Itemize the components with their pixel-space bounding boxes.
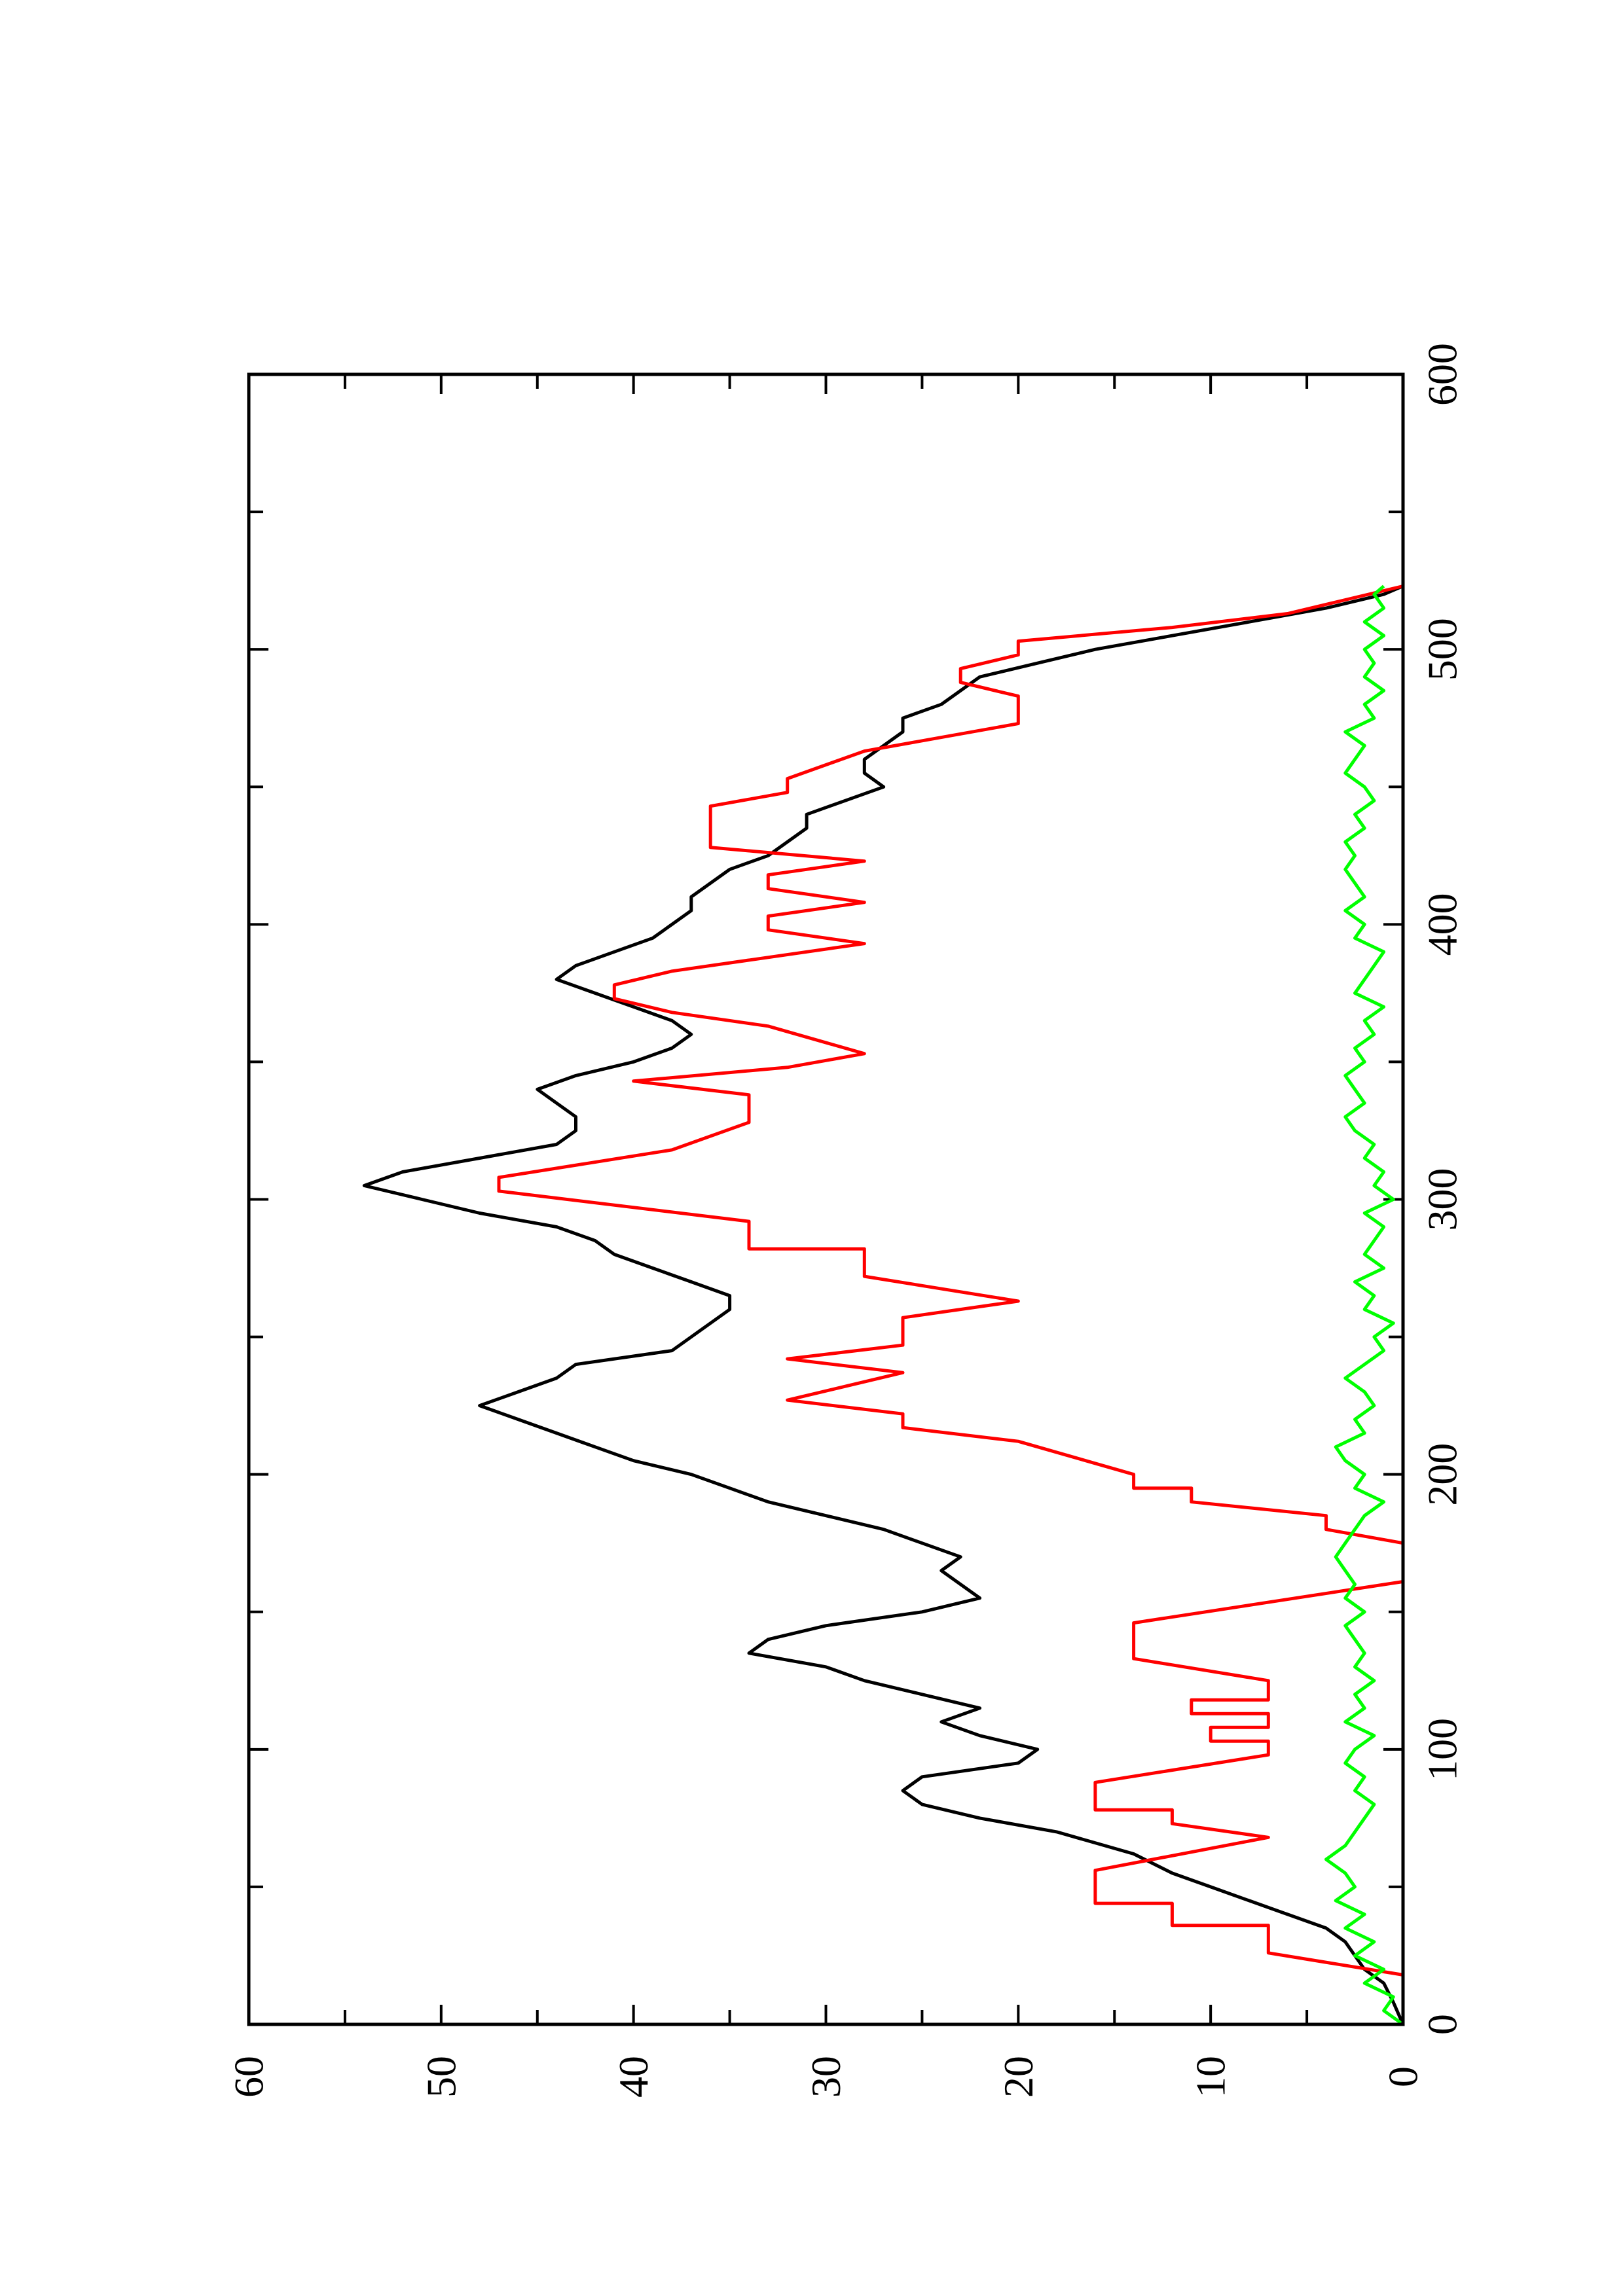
y-tick-label: 40 (610, 2056, 657, 2098)
y-tick-label: 10 (1188, 2056, 1234, 2098)
series-line-2 (497, 584, 1405, 2024)
series-line-3 (1324, 584, 1404, 2026)
series-line-1 (362, 584, 1405, 2026)
y-tick-label: 20 (995, 2056, 1042, 2098)
y-tick-label: 60 (226, 2056, 272, 2098)
plot-frame (247, 372, 1405, 2026)
y-tick-label: 30 (803, 2056, 849, 2098)
series-lines (362, 584, 1405, 2026)
x-tick-label: 300 (1419, 1168, 1466, 1231)
y-tick-label: 0 (1380, 2066, 1427, 2087)
x-tick-label: 600 (1419, 343, 1466, 406)
x-tick-label: 500 (1419, 618, 1466, 681)
x-tick-label: 200 (1419, 1443, 1466, 1506)
x-tick-label: 100 (1419, 1718, 1466, 1781)
tick-labels: 0 100 200 300 400 500 600 0 10 20 30 40 50 60 (226, 343, 1466, 2098)
x-tick-label: 0 (1419, 2014, 1466, 2035)
x-tick-label: 400 (1419, 893, 1466, 956)
y-tick-label: 50 (418, 2056, 464, 2098)
